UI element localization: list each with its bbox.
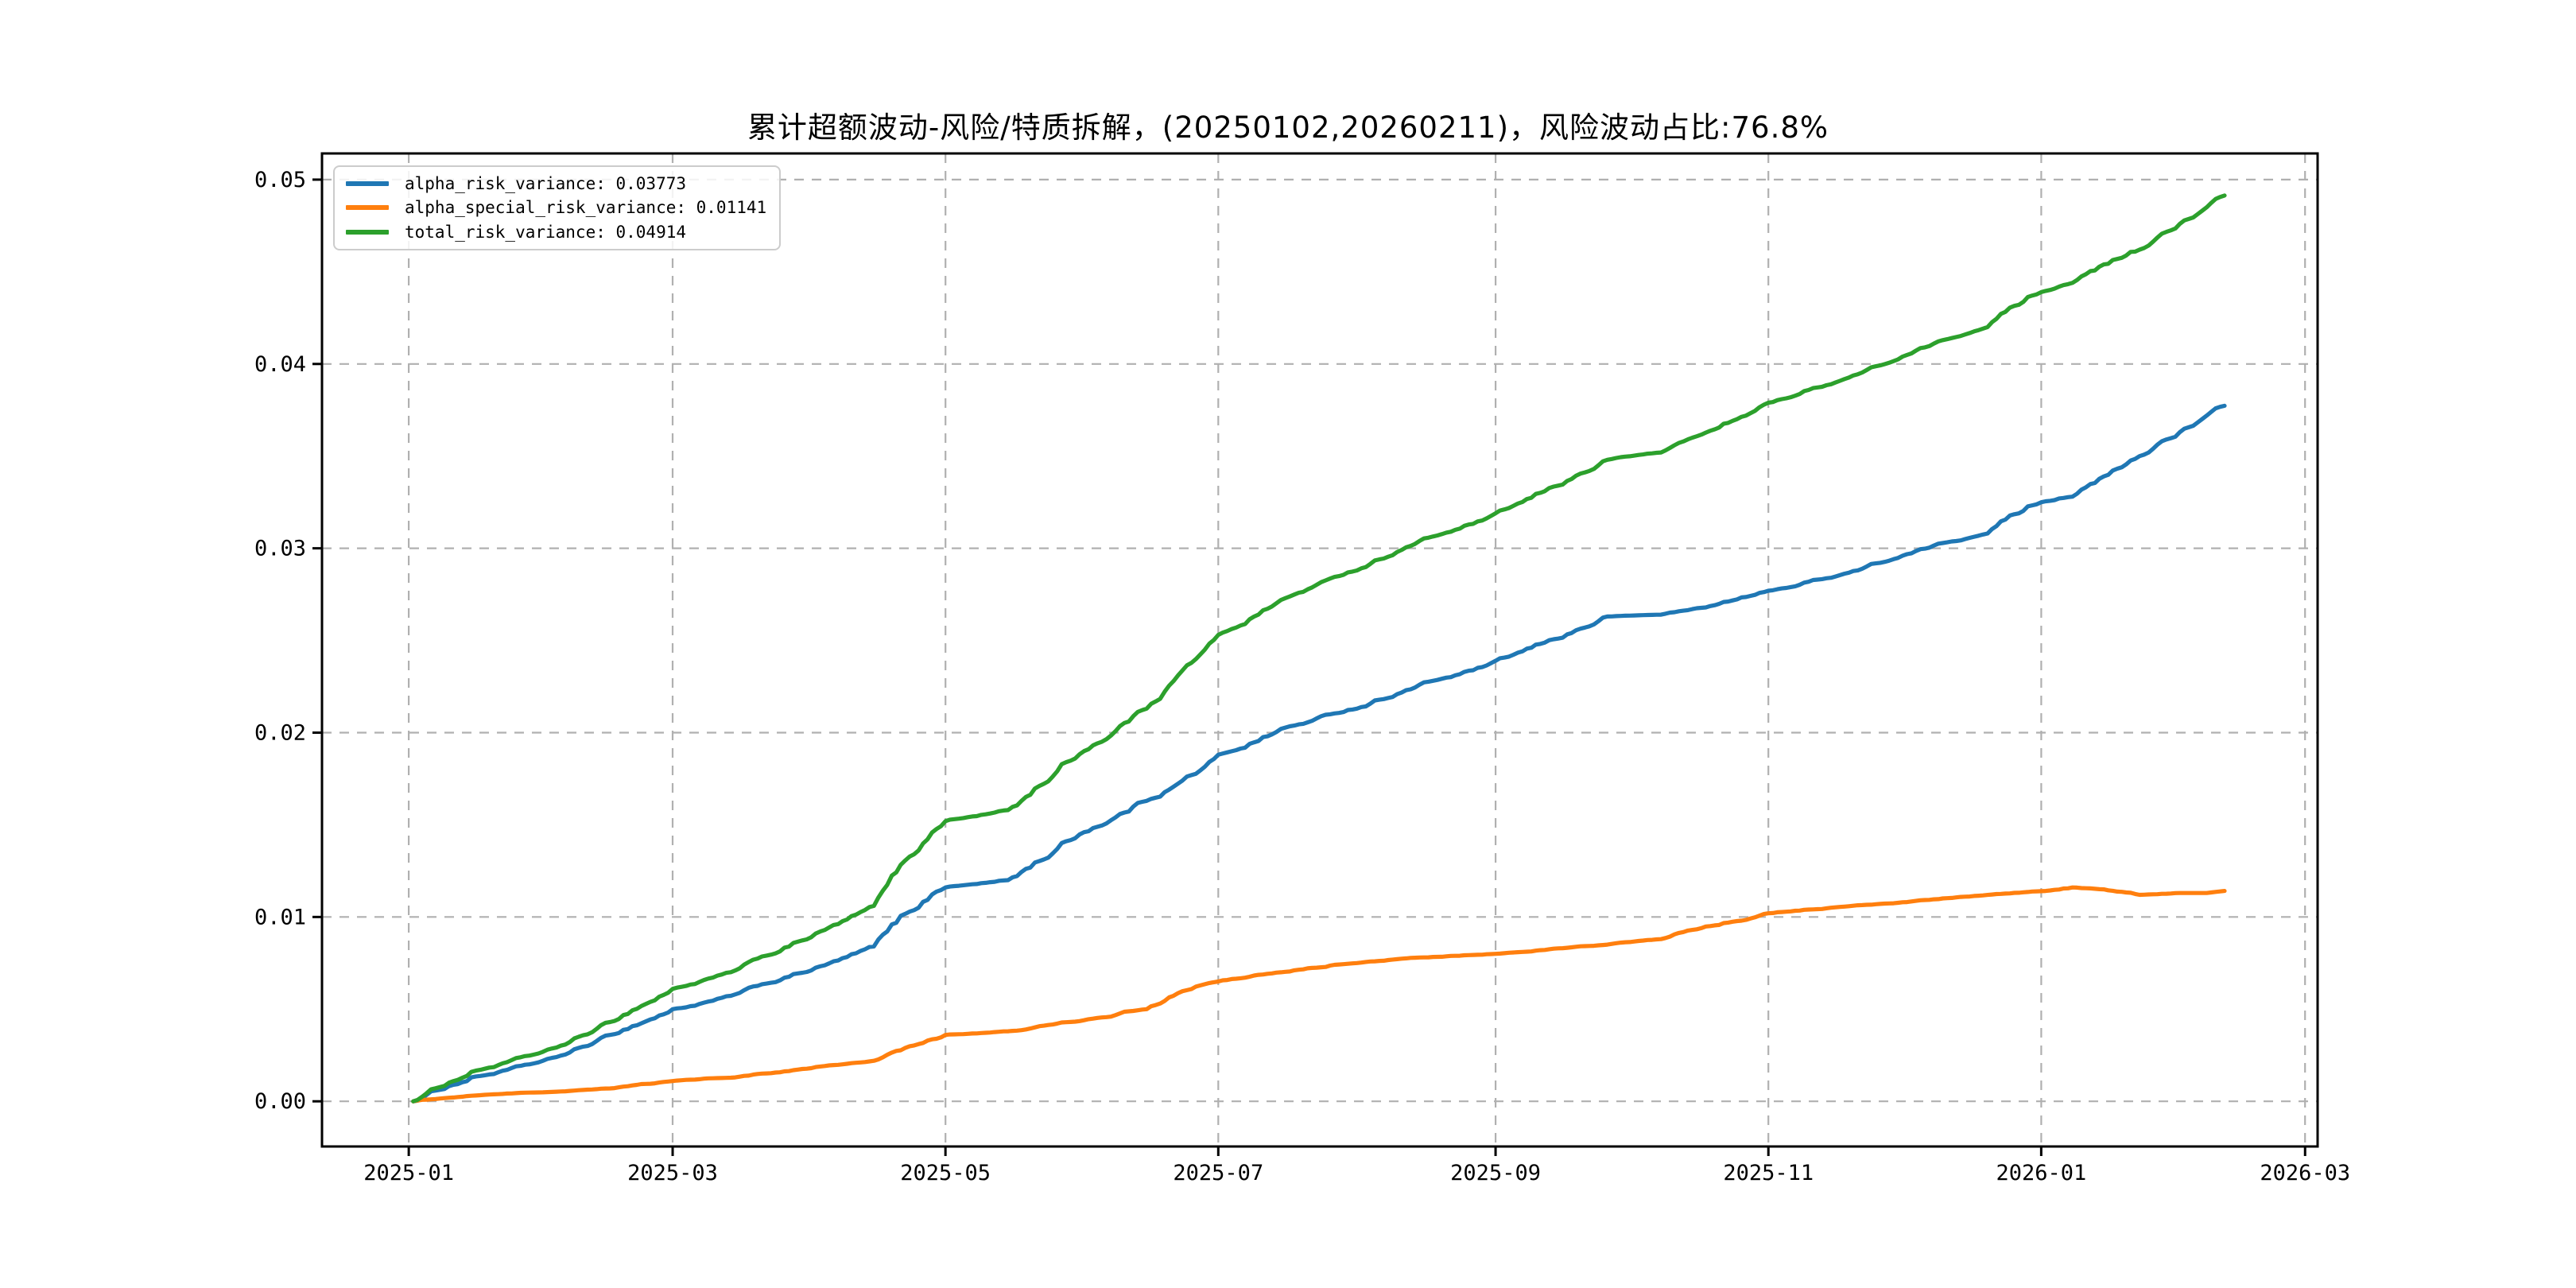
y-tick-label: 0.01	[254, 905, 306, 929]
x-tick-label: 2025-03	[627, 1161, 718, 1185]
legend-item: total_risk_variance: 0.04914	[346, 223, 766, 242]
legend-item-label: total_risk_variance: 0.04914	[405, 222, 687, 242]
series-line-alpha_special_risk_variance	[411, 885, 2227, 1104]
y-tick-label: 0.04	[254, 352, 306, 377]
x-tick-label: 2026-01	[1996, 1161, 2086, 1185]
legend-item: alpha_special_risk_variance: 0.01141	[346, 198, 766, 217]
y-tick-label: 0.02	[254, 720, 306, 745]
x-tick-label: 2025-09	[1450, 1161, 1541, 1185]
legend-swatch	[346, 229, 389, 235]
legend-item-label: alpha_risk_variance: 0.03773	[405, 174, 687, 194]
legend: alpha_risk_variance: 0.03773 alpha_specia…	[333, 165, 782, 250]
y-tick-label: 0.05	[254, 168, 306, 192]
x-tick-label: 2025-07	[1173, 1161, 1263, 1185]
x-tick-label: 2025-05	[900, 1161, 991, 1185]
series-line-total_risk_variance	[411, 193, 2227, 1104]
legend-item: alpha_risk_variance: 0.03773	[346, 174, 766, 193]
y-tick-label: 0.00	[254, 1089, 306, 1114]
legend-swatch	[346, 205, 389, 211]
x-tick-label: 2025-01	[363, 1161, 454, 1185]
x-tick-label: 2026-03	[2260, 1161, 2350, 1185]
legend-swatch	[346, 181, 389, 187]
legend-item-label: alpha_special_risk_variance: 0.01141	[405, 198, 767, 218]
axes-spines	[320, 152, 2319, 1148]
y-tick-label: 0.03	[254, 537, 306, 561]
x-tick-label: 2025-11	[1723, 1161, 1814, 1185]
chart-title: 累计超额波动-风险/特质拆解，(20250102,20260211)，风险波动占…	[747, 111, 1829, 145]
series-line-alpha_risk_variance	[411, 403, 2227, 1104]
